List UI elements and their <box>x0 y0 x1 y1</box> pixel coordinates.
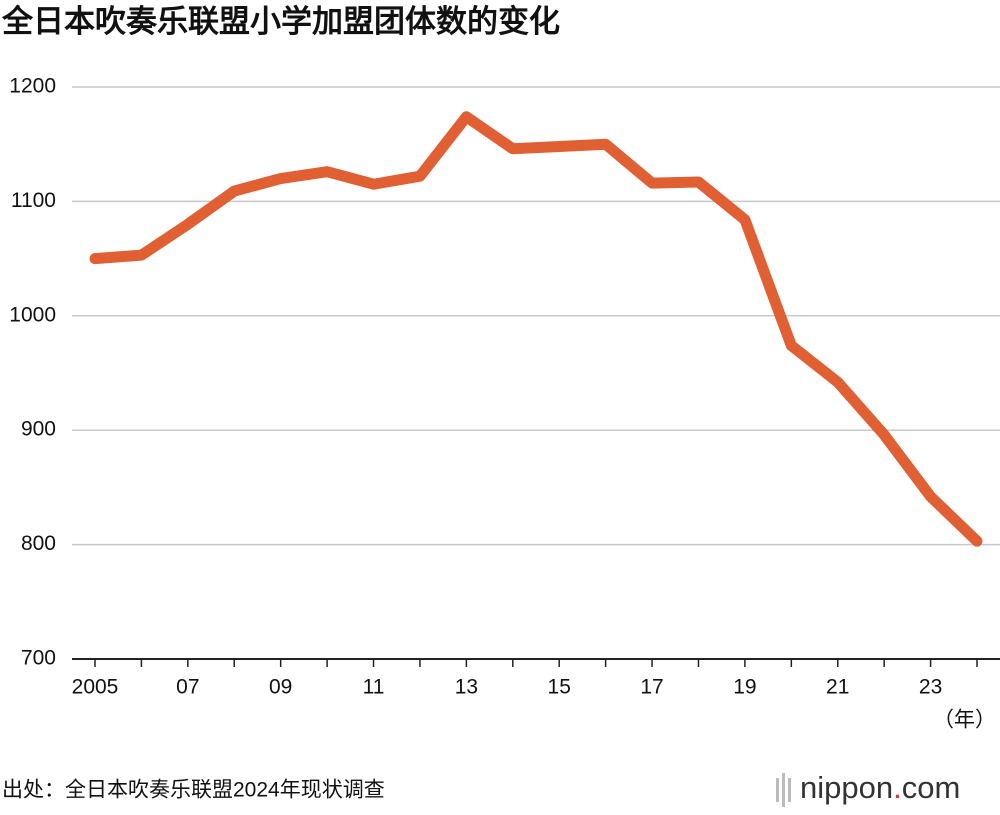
y-tick-label: 800 <box>21 532 56 555</box>
x-tick-label: 17 <box>640 676 663 699</box>
y-tick-label: 1100 <box>11 189 56 212</box>
x-tick-label: 23 <box>919 676 942 699</box>
y-tick-label: 700 <box>21 647 56 670</box>
y-tick-label: 1200 <box>9 75 56 98</box>
x-tick-label: 07 <box>176 676 199 699</box>
logo-name: nippon <box>800 770 893 805</box>
x-tick-label: 19 <box>733 676 756 699</box>
logo-bar <box>782 773 785 807</box>
x-unit: （年） <box>933 709 996 732</box>
data-line <box>89 111 983 547</box>
logo-text: nippon.com <box>800 770 960 805</box>
x-tick-label: 15 <box>548 676 571 699</box>
x-tick-label: 13 <box>455 676 478 699</box>
y-tick-label: 1000 <box>9 303 56 326</box>
logo-bar <box>788 778 791 802</box>
logo-tld: com <box>902 770 961 805</box>
x-tick-label: 11 <box>363 676 385 699</box>
x-tick-label: 2005 <box>72 676 119 699</box>
logo: nippon.com <box>776 770 960 807</box>
chart-title: 全日本吹奏乐联盟小学加盟团体数的变化 <box>1 4 560 39</box>
source: 出处：全日本吹奏乐联盟2024年现状调查 <box>2 779 385 802</box>
logo-bar <box>776 778 779 802</box>
y-tick-label: 900 <box>21 418 56 441</box>
logo-dot: . <box>893 770 902 805</box>
x-tick-label: 21 <box>826 676 849 699</box>
x-tick-label: 09 <box>269 676 292 699</box>
